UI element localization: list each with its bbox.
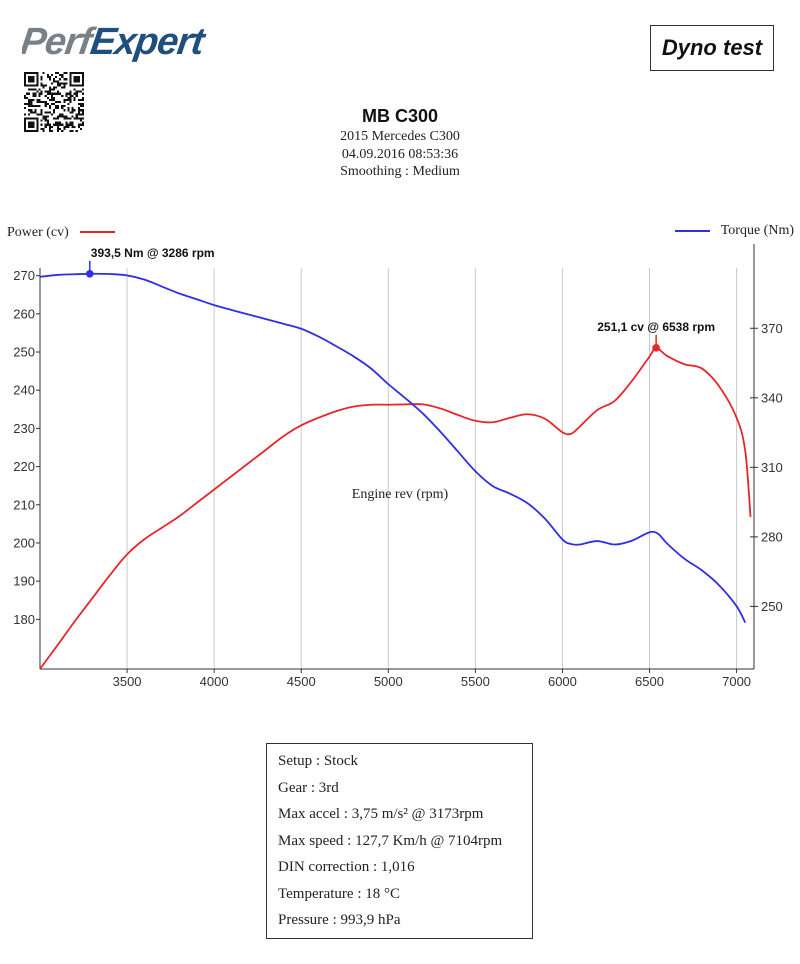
y-left-tick-label: 220 [13, 459, 35, 474]
test-datetime: 04.09.2016 08:53:36 [341, 147, 459, 162]
y-left-tick-label: 210 [13, 497, 35, 512]
x-tick-label: 6500 [635, 674, 664, 689]
y-right-tick-label: 340 [761, 390, 783, 405]
y-right-tick-label: 310 [761, 460, 783, 475]
logo-text-expert: Expert [88, 20, 210, 63]
y-left-tick-label: 230 [13, 421, 35, 436]
power-peak-marker [652, 344, 660, 352]
info-pressure: Pressure : 993,9 hPa [278, 912, 401, 928]
info-max-speed: Max speed : 127,7 Km/h @ 7104rpm [278, 832, 503, 849]
torque-peak-label: 393,5 Nm @ 3286 rpm [91, 246, 215, 260]
perfexpert-logo-mark: PerfExpert [22, 20, 209, 63]
y-right-tick-label: 280 [761, 529, 783, 544]
vehicle-subtitle: 2015 Mercedes C300 [340, 129, 460, 144]
x-axis-label: Engine rev (rpm) [352, 487, 449, 502]
x-tick-label: 3500 [113, 674, 142, 689]
torque-legend-label: Torque (Nm) [721, 223, 795, 238]
y-left-tick-label: 240 [13, 383, 35, 398]
y-left-tick-label: 190 [13, 574, 35, 589]
power-peak-label: 251,1 cv @ 6538 rpm [597, 320, 715, 334]
x-tick-label: 7000 [722, 674, 751, 689]
y-right-tick-label: 250 [761, 599, 783, 614]
info-din-correction: DIN correction : 1,016 [278, 859, 415, 875]
power-curve [40, 346, 752, 669]
y-left-tick-label: 200 [13, 535, 35, 550]
y-left-tick-label: 180 [13, 612, 35, 627]
x-tick-label: 5500 [461, 674, 490, 689]
dyno-test-badge: Dyno test [650, 25, 774, 71]
chart-title: MB C300 [361, 106, 439, 126]
info-setup: Setup : Stock [278, 753, 359, 769]
smoothing-label: Smoothing : Medium [340, 164, 460, 179]
x-tick-label: 5000 [374, 674, 403, 689]
info-gear: Gear : 3rd [278, 779, 339, 796]
qr-code-icon [24, 72, 84, 132]
x-tick-label: 4500 [287, 674, 316, 689]
dyno-chart: 180 190 200 210 220 230 240 250 260 270 250 280 310 3… [7, 223, 795, 689]
info-max-accel: Max accel : 3,75 m/s² @ 3173rpm [278, 806, 484, 822]
perfexpert-logo: PerfExpert [22, 20, 282, 64]
test-info-box: Setup : Stock Gear : 3rd Max accel : 3,7… [266, 743, 533, 939]
power-legend-label: Power (cv) [7, 225, 69, 240]
x-tick-label: 6000 [548, 674, 577, 689]
svg-text:PerfExpert: PerfExpert [22, 20, 209, 63]
info-temperature: Temperature : 18 °C [278, 885, 400, 902]
y-left-tick-label: 260 [13, 306, 35, 321]
torque-peak-marker [86, 269, 94, 278]
y-left-tick-label: 250 [13, 345, 35, 360]
logo-text-perf: Perf [22, 20, 98, 63]
y-left-tick-label: 270 [13, 268, 35, 283]
torque-curve [40, 272, 747, 624]
y-right-tick-label: 370 [761, 321, 783, 336]
x-tick-label: 4000 [200, 674, 229, 689]
